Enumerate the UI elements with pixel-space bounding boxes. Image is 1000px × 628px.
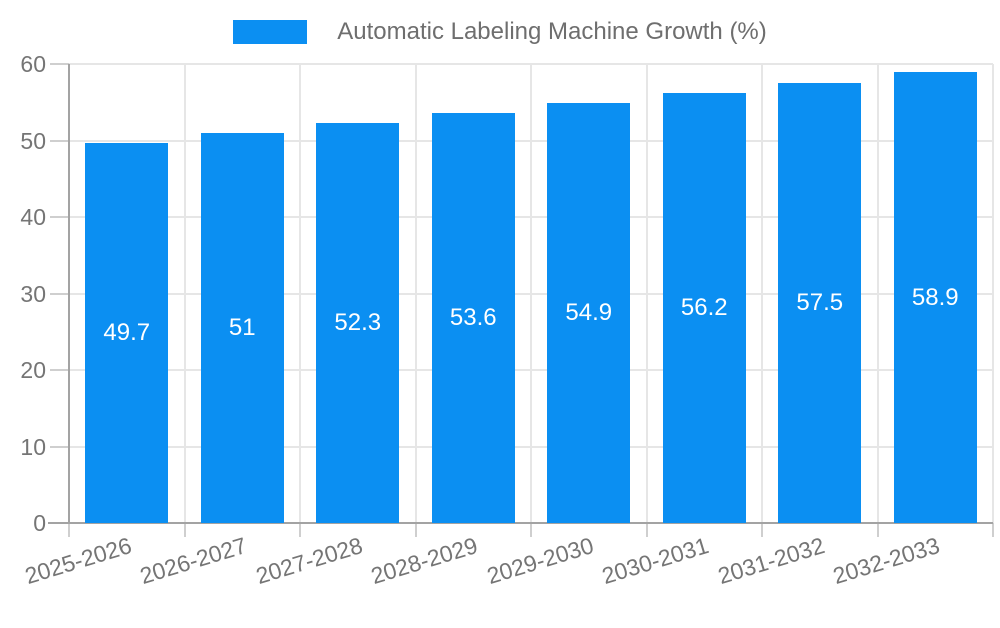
x-tick (68, 523, 70, 537)
y-tick-label: 20 (20, 357, 46, 383)
bar[interactable]: 53.6 (431, 112, 515, 523)
bar[interactable]: 49.7 (85, 142, 169, 523)
x-gridline (530, 64, 532, 523)
legend-swatch (233, 20, 308, 44)
y-tick-label: 0 (33, 510, 46, 536)
y-tick-label: 50 (20, 127, 46, 154)
x-gridline (761, 64, 763, 523)
y-tick (50, 445, 69, 448)
bar-value-label: 51 (228, 313, 256, 341)
y-tick (50, 63, 69, 65)
bar-value-label: 54.9 (565, 298, 613, 326)
y-tick-label: 40 (20, 204, 46, 230)
bar[interactable]: 57.5 (778, 83, 862, 523)
x-gridline (876, 64, 879, 523)
x-gridline (299, 64, 301, 523)
bar[interactable]: 54.9 (547, 103, 631, 523)
x-gridline (992, 64, 994, 523)
y-axis-line (68, 64, 70, 523)
bar-value-label: 49.7 (103, 318, 151, 346)
y-tick (50, 216, 69, 218)
y-tick (50, 369, 69, 371)
bar-value-label: 58.9 (911, 283, 959, 311)
y-tick (50, 292, 69, 295)
x-gridline (645, 64, 648, 523)
bar-chart: Automatic Labeling Machine Growth (%) 0 1… (0, 17, 1000, 590)
bar-value-label: 52.3 (334, 308, 382, 336)
legend[interactable]: Automatic Labeling Machine Growth (%) (0, 17, 1000, 47)
x-gridline (183, 64, 186, 523)
x-tick (992, 523, 994, 537)
y-tick-label: 30 (20, 280, 46, 307)
x-tick (876, 523, 879, 537)
y-tick (50, 139, 69, 142)
y-tick-label: 10 (20, 433, 46, 460)
x-tick (761, 523, 763, 537)
y-tick-label: 60 (20, 51, 46, 77)
x-tick (414, 523, 417, 537)
x-tick (530, 523, 532, 537)
legend-label: Automatic Labeling Machine Growth (%) (337, 18, 767, 45)
x-tick (645, 523, 648, 537)
bar[interactable]: 52.3 (316, 122, 400, 523)
bar[interactable]: 51 (200, 132, 284, 523)
bar[interactable]: 56.2 (662, 93, 746, 523)
x-gridline (414, 64, 417, 523)
bar-value-label: 53.6 (449, 303, 497, 331)
x-tick (183, 523, 186, 537)
bar-value-label: 56.2 (680, 294, 728, 322)
x-axis-line (48, 522, 993, 524)
bar-value-label: 57.5 (796, 289, 844, 317)
x-tick (299, 523, 301, 537)
bar[interactable]: 58.9 (893, 72, 977, 523)
